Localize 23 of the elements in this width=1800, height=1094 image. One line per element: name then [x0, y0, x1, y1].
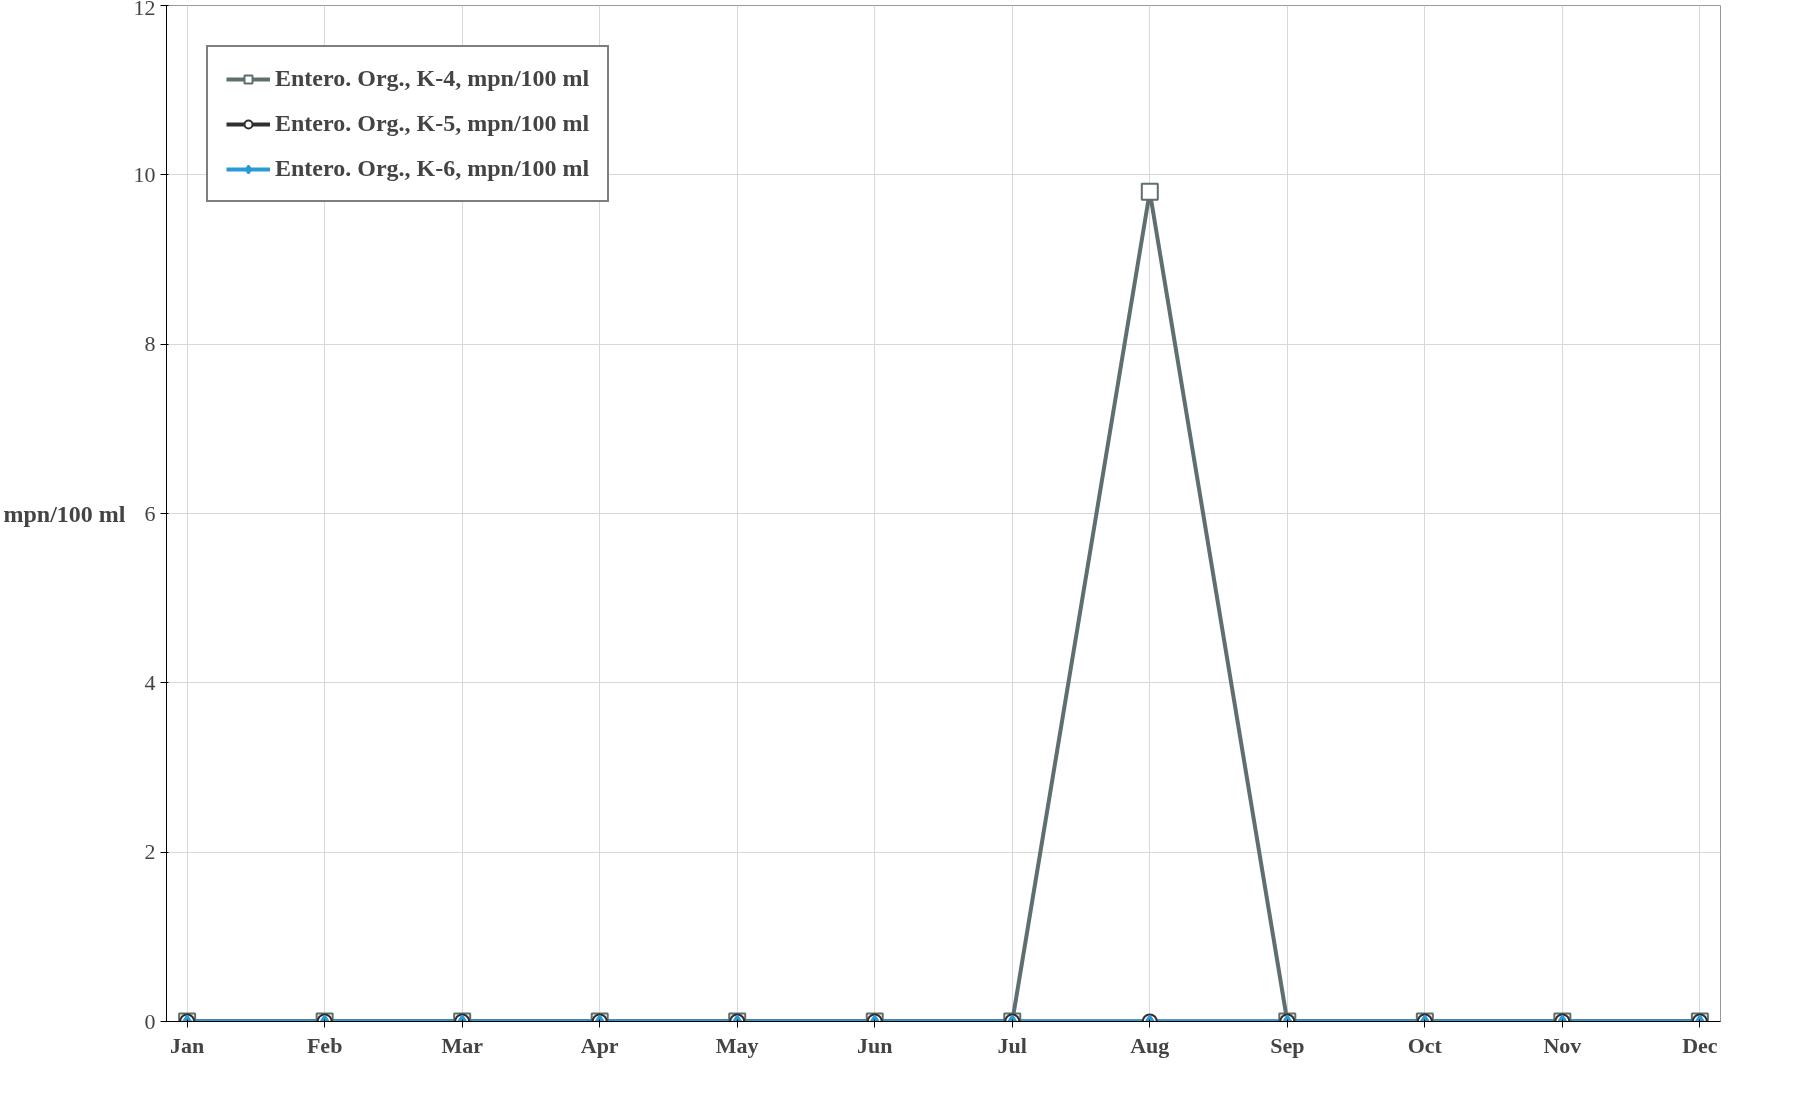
x-tick-label: Jan	[170, 1032, 205, 1058]
legend-label: Entero. Org., K-4, mpn/100 ml	[275, 65, 590, 92]
y-tick-label: 6	[144, 500, 156, 526]
x-tick-label: Nov	[1543, 1032, 1582, 1058]
x-tick-label: May	[715, 1032, 759, 1058]
x-tick-label: Sep	[1270, 1032, 1305, 1058]
y-tick-label: 2	[144, 839, 156, 865]
y-axis-title: mpn/100 ml	[3, 500, 126, 527]
y-tick-label: 12	[133, 0, 156, 20]
x-tick-label: Jun	[857, 1032, 893, 1058]
x-tick-label: Jul	[997, 1032, 1027, 1058]
x-tick-label: Feb	[306, 1032, 343, 1058]
y-tick-label: 10	[133, 161, 156, 187]
x-tick-label: Dec	[1682, 1032, 1718, 1058]
x-tick-label: Apr	[580, 1032, 619, 1058]
y-tick-label: 4	[144, 669, 156, 695]
x-tick-label: Mar	[441, 1032, 484, 1058]
x-tick-label: Oct	[1407, 1032, 1443, 1058]
y-tick-label: 0	[144, 1008, 156, 1034]
y-tick-label: 8	[144, 331, 156, 357]
legend-label: Entero. Org., K-5, mpn/100 ml	[275, 110, 590, 137]
legend-label: Entero. Org., K-6, mpn/100 ml	[275, 155, 590, 182]
x-tick-label: Aug	[1130, 1032, 1170, 1058]
